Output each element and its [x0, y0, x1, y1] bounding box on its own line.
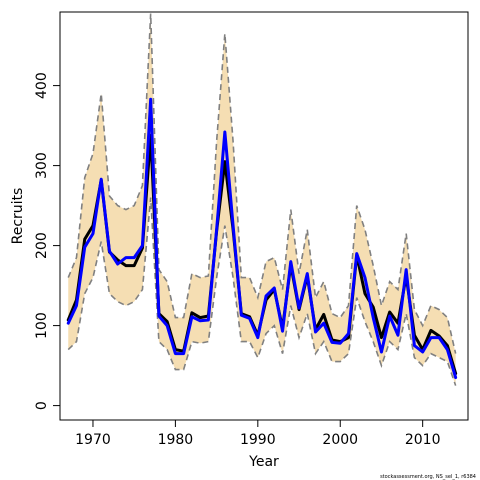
x-tick-label: 2000: [322, 432, 358, 448]
y-axis-title: Recruits: [10, 188, 26, 245]
y-axis: 0 100 200 300 400: [34, 72, 60, 410]
confidence-band: [68, 13, 456, 386]
plot-frame: [59, 11, 469, 421]
y-tick-label: 200: [34, 232, 50, 259]
x-axis-title: Year: [248, 454, 279, 470]
series-layer: [66, 97, 458, 380]
x-axis: 1970 1980 1990 2000 2010: [75, 420, 440, 448]
y-tick-label: 400: [34, 72, 50, 99]
x-tick-label: 1970: [75, 432, 111, 448]
y-tick-label: 0: [34, 401, 50, 410]
x-tick-label: 1980: [158, 432, 194, 448]
y-tick-label: 100: [34, 312, 50, 339]
x-tick-label: 1990: [240, 432, 276, 448]
series-line-blue: [66, 97, 458, 380]
confidence-bounds-layer: [67, 13, 457, 386]
source-footnote: stockassessment.org, NS_sel_1, r6384: [380, 474, 476, 480]
upper-bound-line: [67, 13, 457, 354]
x-tick-label: 2010: [405, 432, 441, 448]
y-tick-label: 300: [34, 152, 50, 179]
confidence-band-layer: [68, 13, 456, 386]
lower-bound-line: [67, 197, 457, 386]
